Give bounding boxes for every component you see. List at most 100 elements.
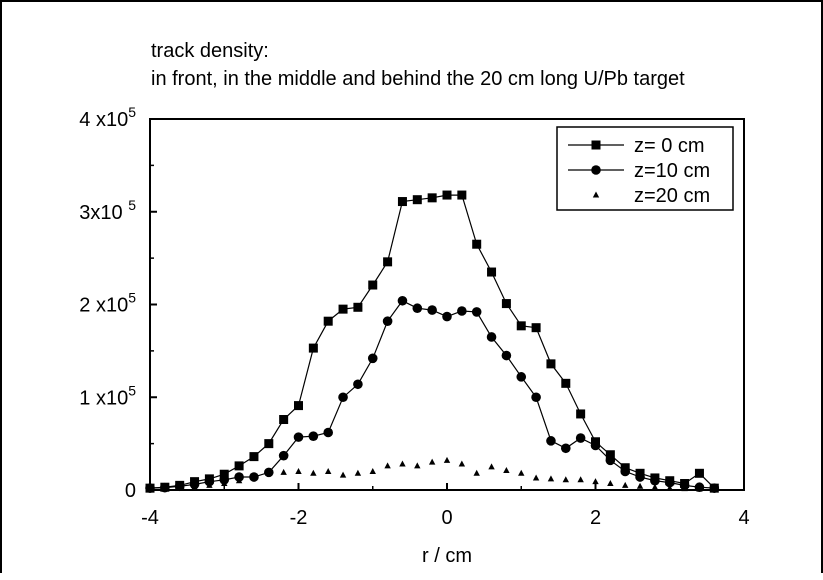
x-axis-label: r / cm xyxy=(422,545,472,567)
data-point xyxy=(576,409,586,419)
data-point xyxy=(325,467,332,474)
x-axis: -4 -2 0 2 4 xyxy=(141,483,750,529)
data-point xyxy=(397,197,407,207)
data-point xyxy=(486,332,497,342)
data-point xyxy=(562,476,569,483)
data-point xyxy=(711,486,718,493)
data-point xyxy=(516,372,527,382)
data-point xyxy=(546,359,556,369)
data-point xyxy=(412,303,423,314)
series-layer xyxy=(145,190,720,493)
data-point xyxy=(323,316,333,326)
data-point xyxy=(442,311,452,322)
data-point xyxy=(651,483,659,490)
data-point xyxy=(338,392,348,403)
data-point xyxy=(620,466,630,477)
series-circle xyxy=(145,295,720,493)
legend-label: z= 0 cm xyxy=(634,135,705,157)
series-square xyxy=(145,190,719,493)
legend-entry: z=20 cm xyxy=(592,185,710,207)
data-point xyxy=(250,473,258,480)
data-point xyxy=(339,471,347,478)
data-point xyxy=(428,458,436,465)
data-point xyxy=(204,476,215,487)
data-point xyxy=(607,480,614,487)
chart-title: track density: xyxy=(151,40,269,62)
data-point xyxy=(547,475,555,482)
data-point xyxy=(694,468,704,478)
data-point xyxy=(191,483,198,490)
data-point xyxy=(605,450,615,460)
legend-entry: z=10 cm xyxy=(568,160,710,182)
data-point xyxy=(666,484,673,491)
x-tick-label: 2 xyxy=(590,507,601,529)
data-point xyxy=(442,190,452,200)
data-point xyxy=(399,460,406,467)
data-point xyxy=(412,195,422,205)
data-point xyxy=(590,440,601,451)
data-point xyxy=(681,485,688,492)
data-point xyxy=(293,432,304,442)
data-point xyxy=(696,485,703,492)
legend-label: z=10 cm xyxy=(634,160,710,182)
x-tick-label: 4 xyxy=(738,507,749,529)
data-point xyxy=(531,323,541,333)
data-point xyxy=(427,305,437,315)
data-point xyxy=(176,484,183,491)
data-point xyxy=(369,467,376,474)
data-point xyxy=(161,485,169,492)
data-point xyxy=(264,439,274,449)
data-point xyxy=(383,257,393,267)
data-point xyxy=(323,427,334,438)
data-point xyxy=(532,474,540,481)
data-point xyxy=(487,267,497,277)
data-point xyxy=(221,480,228,487)
data-point xyxy=(219,469,229,479)
data-point xyxy=(457,190,467,200)
legend: z= 0 cm z=10 cm z=20 cm xyxy=(556,126,734,211)
data-point xyxy=(338,304,348,314)
data-point xyxy=(219,474,230,485)
data-point xyxy=(353,379,363,390)
data-point xyxy=(635,472,645,482)
data-point xyxy=(310,469,317,476)
y-tick-label: 0 xyxy=(125,480,136,502)
data-point xyxy=(384,462,391,469)
legend-label: z=20 cm xyxy=(634,185,710,207)
data-point xyxy=(368,280,378,290)
x-tick-label: 0 xyxy=(441,507,452,529)
data-point xyxy=(265,469,272,476)
data-point xyxy=(382,316,393,326)
data-point xyxy=(664,477,675,488)
data-point xyxy=(473,469,480,476)
data-point xyxy=(354,469,362,476)
data-point xyxy=(279,415,289,425)
data-point xyxy=(427,193,437,203)
legend-marker xyxy=(591,140,601,150)
data-point xyxy=(546,436,556,446)
y-tick-label: 4 x105 xyxy=(79,104,136,131)
data-point xyxy=(488,463,495,470)
data-point xyxy=(414,462,421,469)
data-point xyxy=(457,306,467,316)
data-point xyxy=(577,476,584,483)
data-point xyxy=(278,450,289,461)
data-point xyxy=(353,302,363,312)
series-triangle xyxy=(146,456,718,493)
data-point xyxy=(605,455,616,466)
data-point xyxy=(443,456,451,463)
chart-subtitle: in front, in the middle and behind the 2… xyxy=(151,68,685,90)
data-point xyxy=(575,433,586,443)
data-point xyxy=(458,460,466,467)
y-tick-label: 1 x105 xyxy=(79,382,136,409)
data-point xyxy=(234,461,244,471)
data-point xyxy=(235,477,243,484)
data-point xyxy=(206,481,213,488)
data-point xyxy=(472,239,482,249)
data-point xyxy=(561,378,571,388)
data-point xyxy=(146,485,154,492)
data-point xyxy=(650,475,660,486)
data-point xyxy=(503,467,510,474)
